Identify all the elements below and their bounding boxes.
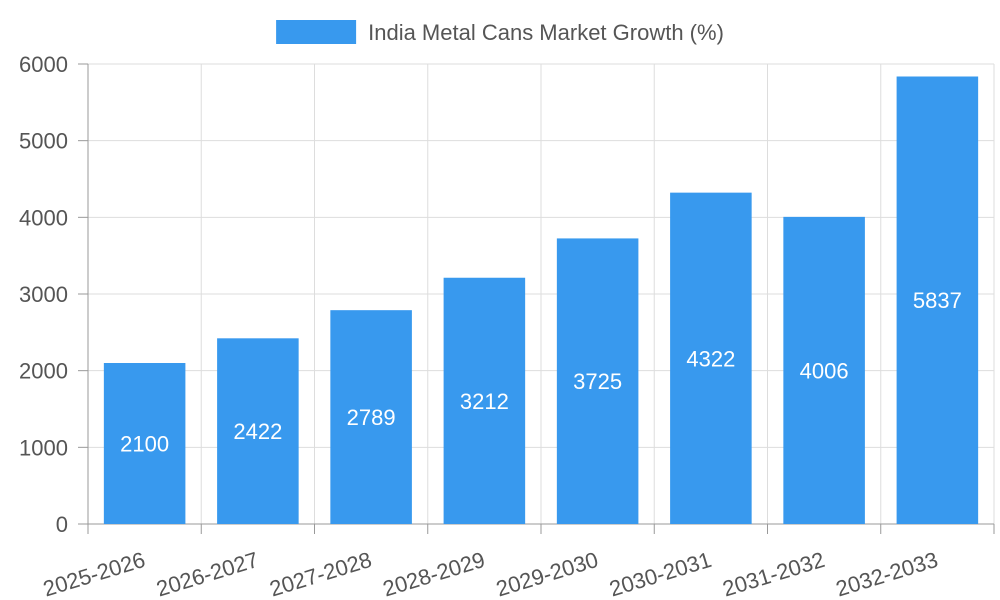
bar[interactable] [330,310,412,524]
bar-value-label: 2100 [120,432,169,457]
y-tick-label: 5000 [19,129,68,154]
grid [88,63,995,524]
bar[interactable] [783,216,865,524]
x-tick-label: 2026-2027 [153,547,261,600]
y-tick-label: 3000 [19,282,68,307]
bar-value-label: 2789 [347,405,396,430]
legend-label[interactable]: India Metal Cans Market Growth (%) [368,20,724,45]
bar[interactable] [670,192,752,524]
x-tick-label: 2029-2030 [493,547,601,600]
bar[interactable] [103,363,186,524]
bar-value-label: 4006 [800,358,849,383]
y-tick-label: 2000 [19,359,68,384]
legend[interactable]: India Metal Cans Market Growth (%) [276,20,724,45]
x-tick-label: 2025-2026 [40,547,148,600]
bar[interactable] [217,338,299,524]
bar[interactable] [556,238,639,524]
bar-value-label: 5837 [913,288,962,313]
bar-value-label: 4322 [686,346,735,371]
bar-value-label: 3212 [460,389,509,414]
bar-value-label: 3725 [573,369,622,394]
legend-swatch[interactable] [276,20,357,44]
x-tick-label: 2027-2028 [267,547,375,600]
y-tick-label: 6000 [19,52,68,77]
x-tick-label: 2031-2032 [720,547,828,600]
bar[interactable] [896,76,979,524]
bar-value-label: 2422 [233,419,282,444]
x-tick-label: 2032-2033 [833,547,941,600]
y-tick-label: 4000 [19,205,68,230]
y-tick-label: 0 [56,512,68,537]
x-tick-label: 2030-2031 [606,547,714,600]
data-labels: 2100 2422 2789 3212 3725 4322 4006 5837 [120,288,962,456]
bar[interactable] [443,277,526,524]
bars [103,76,979,524]
x-tick-label: 2028-2029 [380,547,488,600]
y-tick-label: 1000 [19,435,68,460]
